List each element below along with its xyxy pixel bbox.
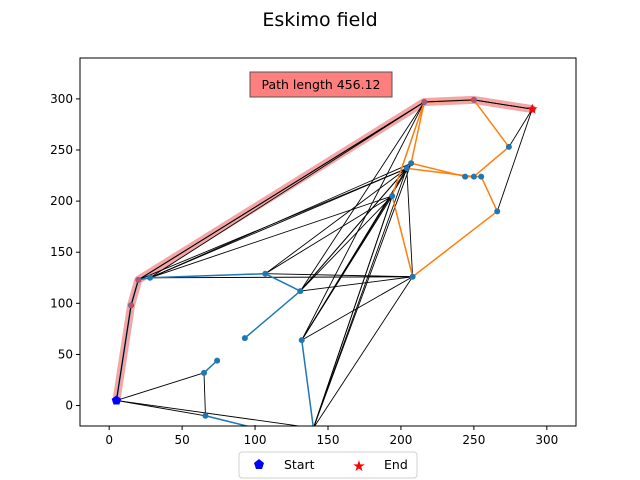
graph-node	[241, 335, 248, 342]
x-tick-label: 100	[244, 433, 267, 447]
y-tick-label: 150	[50, 245, 73, 259]
roadmap-edge	[406, 168, 414, 277]
roadmap-edge	[149, 101, 425, 279]
roadmap-edge	[265, 168, 408, 275]
roadmap-edge	[116, 399, 303, 426]
path-length-annotation: Path length 456.12	[249, 71, 393, 98]
chart-title: Eskimo field	[262, 9, 377, 31]
start-legend-marker	[254, 459, 264, 469]
start-marker	[111, 395, 122, 405]
goal-tree-edge	[473, 99, 510, 148]
graph-node	[462, 173, 469, 180]
graph-node	[262, 270, 269, 277]
graph-node	[408, 160, 415, 167]
roadmap-edge	[203, 372, 206, 416]
goal-tree-edge	[412, 210, 498, 278]
graph-node	[297, 288, 304, 295]
start-tree-edge	[264, 273, 301, 292]
graph-node	[494, 208, 501, 215]
path-node	[421, 99, 427, 105]
legend-entry-end: End	[384, 457, 408, 472]
x-tick-label: 200	[389, 433, 412, 447]
graph-node	[478, 173, 485, 180]
highlighted-path	[112, 95, 537, 405]
goal-tree-edge	[480, 176, 498, 212]
graph-node	[409, 273, 416, 280]
roadmap-edge	[314, 276, 413, 426]
x-tick-label: 50	[174, 433, 189, 447]
y-tick-label: 0	[65, 399, 73, 413]
x-tick-label: 250	[462, 433, 485, 447]
legend: Start ★ End	[238, 451, 418, 479]
goal-tree-edge	[410, 101, 426, 164]
roadmap-edge	[138, 167, 407, 281]
path-node	[128, 302, 134, 308]
roadmap-edge	[299, 162, 412, 292]
roadmap-edge	[508, 108, 533, 148]
roadmap-edge	[313, 163, 412, 426]
graph-node	[214, 357, 221, 364]
path-node	[471, 97, 477, 103]
y-tick-label: 250	[50, 143, 73, 157]
path-length-label: Path length 456.12	[262, 77, 381, 92]
end-marker	[527, 103, 538, 114]
y-tick-label: 200	[50, 194, 73, 208]
roadmap-edge	[300, 276, 413, 292]
path-line	[115, 99, 533, 401]
graph-node	[147, 274, 154, 281]
start-tree-edge	[149, 272, 266, 279]
start-tree-edge	[244, 290, 301, 339]
axis-ticks: 0 50 100 150 200 250 300 0 50 100 150 200 250 300	[50, 92, 558, 447]
goal-tree-edge	[391, 101, 425, 197]
x-tick-label: 300	[535, 433, 558, 447]
end-legend-marker: ★	[352, 457, 365, 475]
goal-tree-edge	[473, 146, 510, 178]
roadmap-edge	[299, 101, 425, 292]
graph-node	[470, 173, 477, 180]
graph-node	[298, 337, 305, 344]
roadmap-edge	[116, 400, 206, 417]
graph-node	[403, 165, 410, 172]
plot-area	[111, 95, 538, 426]
graph-node	[505, 143, 512, 150]
roadmap-edge	[149, 195, 393, 279]
goal-tree-edge	[391, 195, 414, 277]
roadmap-edge	[299, 195, 393, 292]
x-tick-label: 0	[105, 433, 113, 447]
roadmap-edge	[265, 273, 413, 278]
x-tick-label: 150	[317, 433, 340, 447]
graph-node	[389, 193, 396, 199]
start-tree-edge	[300, 340, 314, 426]
legend-entry-start: Start	[284, 457, 315, 472]
graph-node	[201, 369, 207, 376]
path-node	[135, 277, 141, 283]
plot-frame	[79, 57, 577, 427]
y-tick-label: 300	[50, 92, 73, 106]
y-tick-label: 50	[58, 347, 73, 361]
y-tick-label: 100	[50, 296, 73, 310]
roadmap-edge	[301, 101, 425, 341]
roadmap-edge	[116, 372, 205, 401]
roadmap-edge	[496, 108, 533, 212]
graph-node	[202, 412, 209, 419]
